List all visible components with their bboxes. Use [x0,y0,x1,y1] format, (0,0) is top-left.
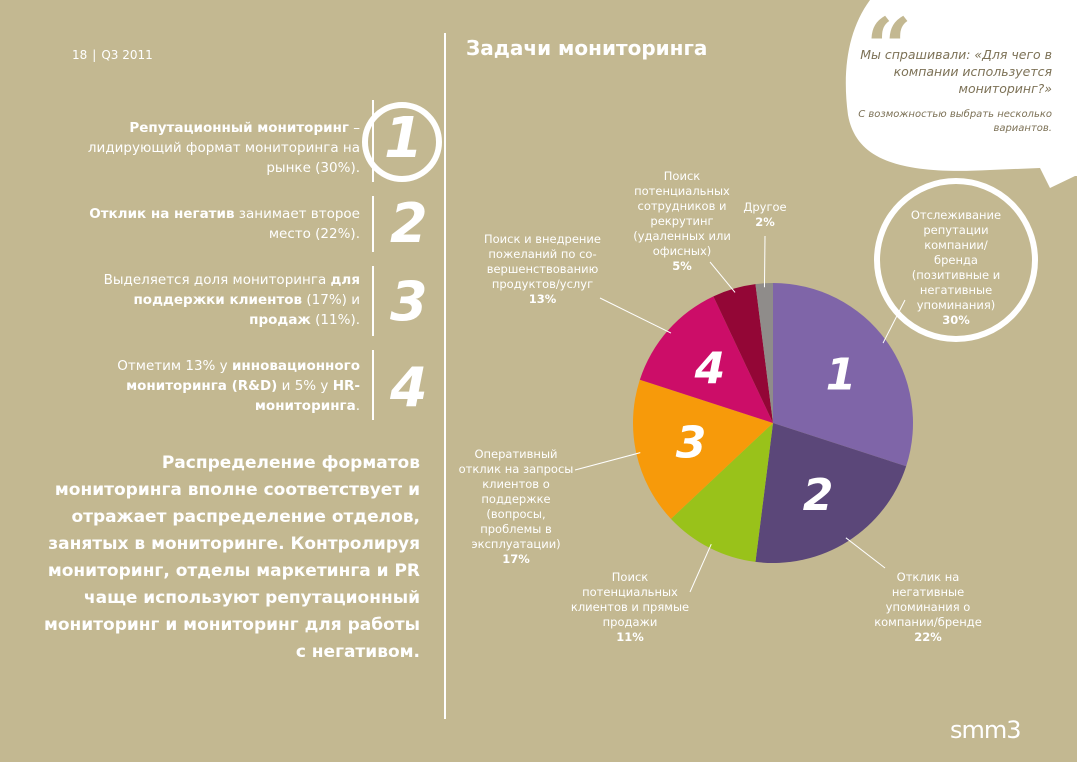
finding-2: Отклик на негатив занимает второе место … [80,204,360,244]
finding-4-text: . [355,398,360,414]
finding-3-mid: (17%) и [302,292,360,308]
finding-1-text: – лидирующий формат мониторинга на рынке… [87,120,360,176]
leader-line-4 [574,452,641,471]
finding-2-bold: Отклик на негатив [89,206,235,222]
pie-slice-7 [755,283,773,423]
slice-label-2: Отклик на негативные упоминания о компан… [868,570,988,645]
finding-bar-2 [372,196,374,252]
leader-line-3 [689,543,712,593]
slice-label-4: Оперативный отклик на запросы клиентов о… [455,447,577,567]
leader-line-1 [882,299,906,344]
slice-label-1: Отслеживание репутации компании/бренда (… [910,208,1002,328]
page-number: 18 [72,48,88,62]
finding-number-1: 1 [384,106,423,171]
slice-label-3-value: 11% [616,630,644,644]
smm3-logo: smm3 [950,716,1022,744]
slice-label-6: Поиск потенциальных сотрудников и рекрут… [628,169,736,274]
slice-label-1-value: 30% [942,313,970,327]
finding-3-text: (11%). [310,312,360,328]
slice-marker-1: 1 [826,350,857,401]
summary-text: Распределение форматов мониторинга вполн… [43,453,420,662]
finding-bar-3 [372,266,374,336]
column-divider [444,33,446,719]
leader-line-2 [845,537,886,569]
slice-label-7-text: Другое [743,200,787,214]
slice-label-3: Поиск потенциальных клиентов и прямые пр… [565,570,695,645]
slice-label-6-text: Поиск потенциальных сотрудников и рекрут… [633,169,731,258]
slice-label-2-text: Отклик на негативные упоминания о компан… [874,570,982,629]
finding-bar-4 [372,350,374,420]
slice-label-7: Другое 2% [738,200,792,230]
finding-3: Выделяется доля мониторинга для поддержк… [80,270,360,330]
finding-1: Репутационный мониторинг – лидирующий фо… [80,118,360,178]
leader-line-6 [709,261,736,293]
finding-1-bold: Репутационный мониторинг [129,120,349,136]
slice-label-5-value: 13% [528,292,557,306]
pie-slice-2 [755,423,907,563]
header-separator: | [92,48,97,62]
slice-label-1-text: Отслеживание репутации компании/бренда (… [910,208,1002,312]
finding-4-mid: и 5% у [277,378,333,394]
finding-4-bold2: HR-мониторинга [254,378,360,414]
slice-label-5-text: Поиск и внедрение пожеланий по со-вершен… [484,232,601,291]
slice-label-6-value: 5% [672,259,692,273]
finding-2-text: занимает второе место (22%). [234,206,360,242]
pie-slice-1 [773,283,913,467]
leader-line-7 [763,235,766,288]
slice-marker-4: 4 [694,343,726,394]
slice-label-4-value: 17% [502,552,530,566]
pie-slice-4 [632,379,773,519]
slice-label-2-value: 22% [914,630,942,644]
finding-number-2: 2 [390,192,428,255]
finding-number-3: 3 [390,270,428,333]
pie-slice-3 [670,423,773,562]
slice-marker-2: 2 [803,470,834,521]
quote-question: Мы спрашивали: «Для чего в компании испо… [860,47,1052,96]
pie-slice-6 [713,284,773,423]
slice-marker-3: 3 [676,417,707,468]
page-header: 18 | Q3 2011 [72,48,153,62]
slice-label-4-text: Оперативный отклик на запросы клиентов о… [458,447,574,551]
circle-one-icon [362,102,442,182]
quote-mark-icon: “ [866,0,913,94]
period: Q3 2011 [101,48,153,62]
leader-line-5 [599,297,672,334]
slice-label-7-value: 2% [755,215,775,229]
finding-3-bold2: продаж [249,312,311,328]
finding-4-bold: инновационного мониторинга (R&D) [126,358,360,394]
quote-note: С возможностью выбрать несколько вариант… [858,109,1052,134]
slide-title: Задачи мониторинга [466,36,708,60]
slice-label-3-text: Поиск потенциальных клиентов и прямые пр… [570,570,690,629]
highlight-ring-icon [874,178,1038,342]
finding-number-4: 4 [390,356,428,419]
finding-3-bold: для поддержки клиентов [133,272,360,308]
finding-4: Отметим 13% у инновационного мониторинга… [80,356,360,416]
slice-label-5: Поиск и внедрение пожеланий по со-вершен… [475,232,610,307]
finding-4-pre: Отметим 13% у [117,358,232,374]
pie-slice-5 [639,296,773,423]
finding-3-pre: Выделяется доля мониторинга [103,272,331,288]
